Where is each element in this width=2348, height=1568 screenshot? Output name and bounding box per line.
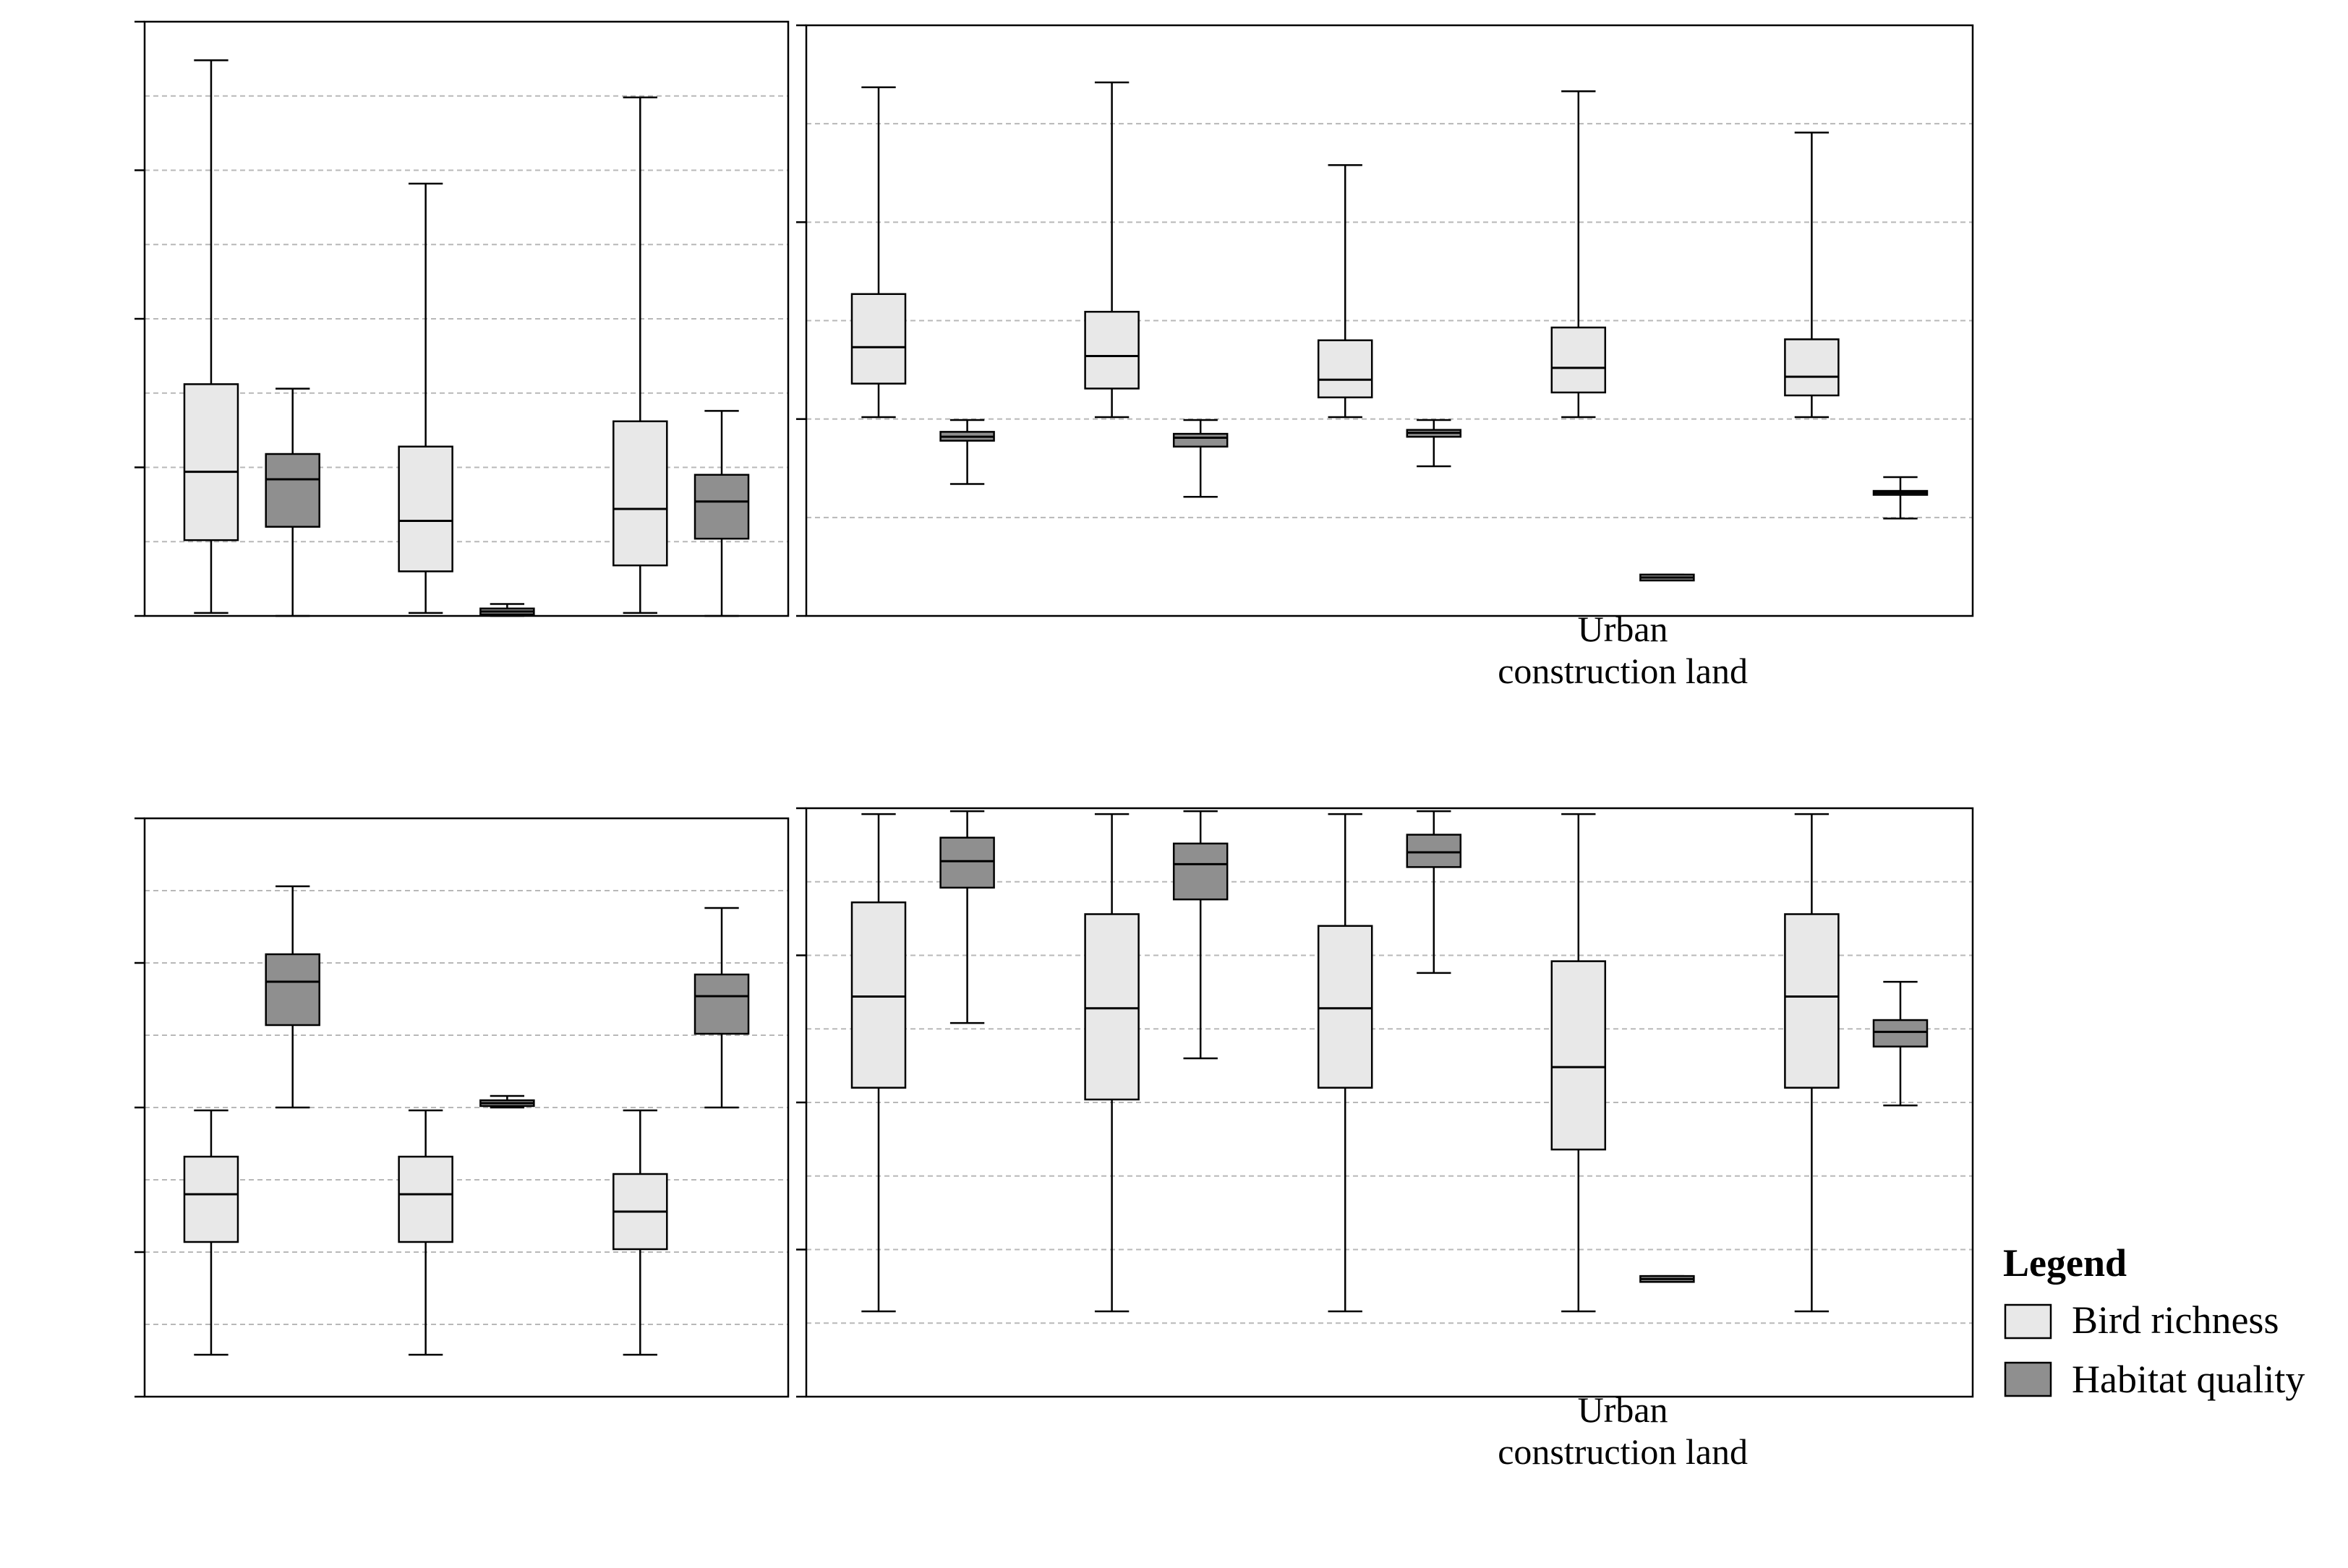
box-bird-richness-grassland — [1084, 913, 1140, 1101]
legend-swatch-bird-richness — [2004, 1303, 2052, 1340]
panel-lbr-hhq — [135, 817, 790, 1398]
box-bird-richness-grassland — [1084, 310, 1140, 390]
box-bird-richness-forest — [850, 901, 907, 1089]
box-habitat-quality-water-body — [693, 474, 750, 540]
legend-title: Legend — [2003, 1241, 2127, 1285]
box-bird-richness-urban-construction-land — [1550, 326, 1607, 394]
box-habitat-quality-water-body — [693, 973, 750, 1035]
category-label-urban-construction-land: Urban construction land — [1498, 1389, 1748, 1472]
box-bird-richness-farmland — [1784, 913, 1840, 1089]
legend-label-bird-richness: Bird richness — [2072, 1298, 2279, 1342]
box-bird-richness-water-body — [1317, 925, 1373, 1089]
plot-frame — [805, 24, 1974, 617]
box-bird-richness-grassland — [398, 1155, 453, 1243]
box-habitat-quality-forest — [939, 836, 995, 889]
box-bird-richness-water-body — [612, 420, 668, 567]
box-habitat-quality-farmland — [1872, 1019, 1929, 1048]
plot-frame — [143, 20, 790, 617]
legend-swatch-habitat-quality — [2004, 1361, 2052, 1397]
box-bird-richness-grassland — [398, 445, 453, 573]
box-bird-richness-forest — [850, 293, 907, 385]
plot-frame — [805, 807, 1974, 1398]
box-bird-richness-water-body — [1317, 339, 1373, 398]
box-habitat-quality-water-body — [1406, 834, 1462, 868]
plot-frame — [143, 817, 790, 1398]
panel-hbr-lhq: Urban construction land — [796, 24, 1974, 691]
panel-lbr-lhq: Urban construction land — [796, 807, 1974, 1472]
box-bird-richness-urban-construction-land — [1550, 960, 1607, 1151]
legend: Legend Bird richness Habitat quality — [2003, 1241, 2305, 1401]
box-habitat-quality-grassland — [1172, 842, 1229, 901]
box-habitat-quality-forest — [265, 453, 320, 528]
box-habitat-quality-forest — [265, 953, 320, 1027]
box-bird-richness-forest — [183, 383, 239, 541]
category-label-urban-construction-land: Urban construction land — [1498, 609, 1748, 691]
legend-label-habitat-quality: Habitat quality — [2072, 1358, 2305, 1401]
box-bird-richness-forest — [183, 1155, 239, 1243]
box-habitat-quality-grassland — [1172, 432, 1229, 448]
panel-hbr-hhq — [135, 20, 790, 617]
box-bird-richness-farmland — [1784, 338, 1840, 397]
